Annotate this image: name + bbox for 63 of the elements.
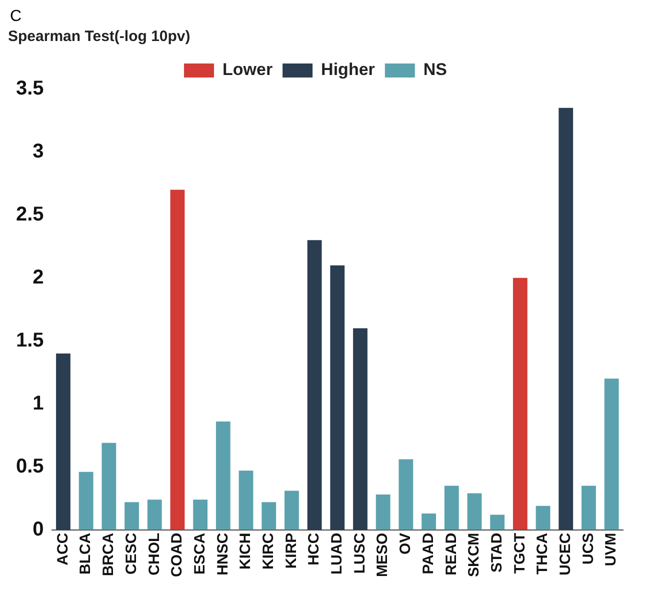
bar	[170, 190, 185, 530]
bar	[604, 378, 619, 530]
y-tick-label: 1.5	[16, 329, 44, 352]
x-tick-label: PAAD	[420, 532, 437, 574]
x-tick-label: LUAD	[328, 532, 346, 574]
x-tick-label: MESO	[374, 532, 392, 578]
bar	[398, 459, 414, 530]
x-tick-label: ACC	[54, 532, 72, 566]
bar	[262, 502, 276, 530]
x-tick-label: HNSC	[214, 532, 232, 576]
bar	[582, 486, 596, 530]
bar	[56, 353, 70, 530]
text: C	[10, 8, 22, 26]
y-tick-label: 2.5	[16, 203, 44, 226]
bar	[238, 470, 254, 530]
bar	[512, 278, 528, 530]
bar	[102, 442, 116, 530]
x-tick-label: BRCA	[100, 532, 118, 576]
bar	[330, 265, 345, 530]
bar	[124, 502, 139, 530]
x-tick-label: KIRC	[260, 532, 277, 570]
x-tick-label: TGCT	[511, 532, 528, 574]
x-tick-label: HCC	[306, 532, 323, 566]
x-tick-label: STAD	[488, 532, 506, 573]
bar	[422, 513, 436, 530]
bar	[536, 506, 550, 530]
bar	[284, 490, 299, 530]
legend-label: Lower	[222, 60, 273, 80]
x-tick-label: UVM	[602, 532, 620, 566]
y-tick-label: 2	[32, 266, 44, 288]
y-tick-label: 3.5	[16, 78, 44, 100]
x-tick-label: ESCA	[191, 532, 208, 575]
bar	[353, 328, 368, 530]
x-tick-label: BLCA	[77, 532, 94, 574]
bar	[193, 500, 208, 530]
bar	[307, 240, 322, 530]
x-tick-label: CHOL	[146, 532, 163, 576]
y-tick-label: 1	[32, 392, 44, 414]
x-tick-label: THCA	[534, 532, 552, 574]
legend-label: NS	[423, 60, 448, 80]
bar	[376, 494, 390, 530]
y-tick-label: 0.5	[16, 455, 44, 478]
x-tick-label: KIRP	[282, 532, 300, 569]
bar	[444, 486, 459, 530]
x-tick-label: UCS	[580, 532, 597, 564]
bar	[558, 108, 574, 530]
bar	[216, 422, 230, 530]
bar	[467, 493, 482, 530]
x-tick-label: COAD	[168, 532, 186, 577]
x-tick-label: READ	[442, 532, 460, 576]
x-tick-label: KICH	[237, 532, 254, 570]
bar	[78, 472, 94, 530]
y-axis-title: Spearman Test(-log 10pv)	[8, 28, 190, 46]
x-tick-label: UCEC	[557, 532, 574, 576]
x-tick-label: OV	[397, 532, 414, 555]
y-tick-label: 0	[32, 518, 44, 540]
bar	[147, 500, 162, 530]
bar	[490, 514, 505, 530]
x-tick-label: SKCM	[466, 532, 483, 577]
x-tick-label: LUSC	[351, 532, 368, 574]
x-tick-label: CESC	[122, 532, 140, 575]
y-tick-label: 3	[32, 140, 44, 162]
legend-label: Higher	[321, 60, 376, 80]
